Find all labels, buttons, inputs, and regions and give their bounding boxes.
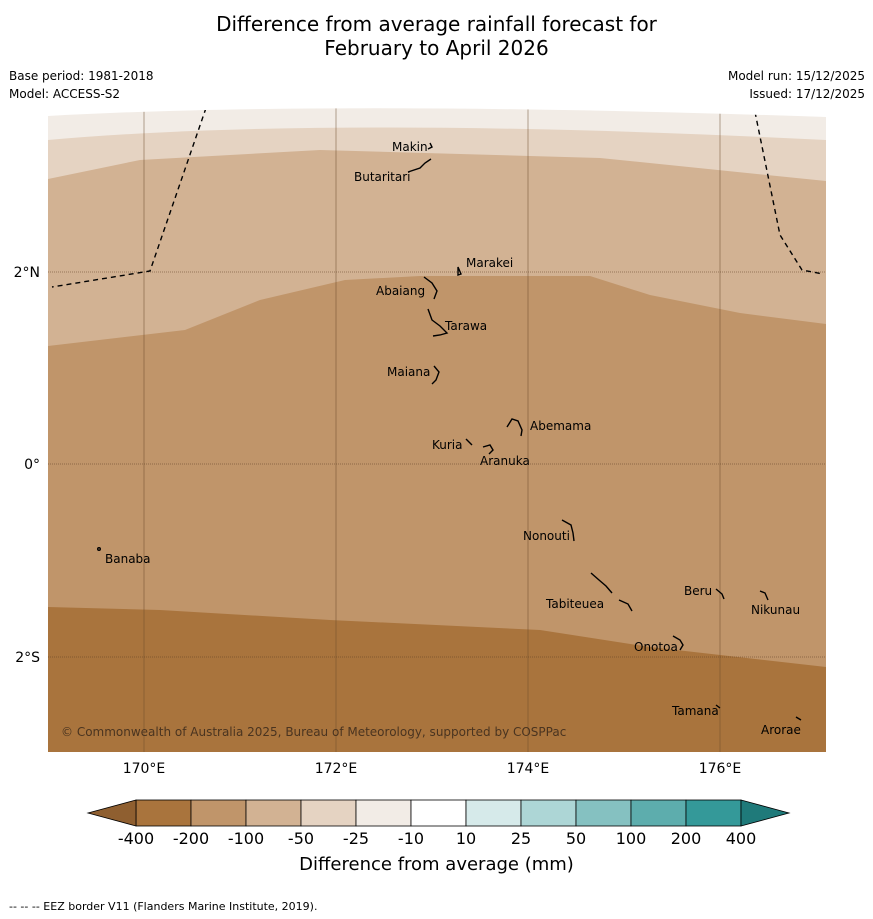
label-tarawa: Tarawa [444,319,487,333]
lon-label-170e: 170°E [123,761,166,777]
colorbar-swatch-4 [355,799,412,827]
colorbar-tick-label: -50 [287,829,315,848]
colorbar-tick-label: -25 [342,829,370,848]
colorbar-tick-label: 25 [510,829,532,848]
label-tabiteuea: Tabiteuea [545,597,604,611]
base-period: Base period: 1981-2018 [9,69,154,83]
band-minus-400 [48,607,826,752]
label-onotoa: Onotoa [634,640,678,654]
label-kuria: Kuria [432,438,463,452]
colorbar-swatch-5 [410,799,467,827]
colorbar-extend-low [86,799,137,827]
colorbar-tick-label: 10 [455,829,477,848]
label-beru: Beru [684,584,712,598]
colorbar-swatch-1 [190,799,247,827]
label-marakei: Marakei [466,256,513,270]
issued-date: Issued: 17/12/2025 [749,87,865,101]
model-run-date: Model run: 15/12/2025 [727,69,865,83]
label-abemama: Abemama [530,419,591,433]
colorbar [86,799,791,827]
lat-label-2s: 2°S [15,650,40,666]
colorbar-tick-label: -200 [172,829,210,848]
colorbar-extend-high [740,799,791,827]
label-butaritari: Butaritari [354,170,411,184]
label-makin: Makin [392,140,428,154]
colorbar-tick-label: 200 [670,829,702,848]
label-banaba: Banaba [105,552,151,566]
lat-label-2n: 2°N [14,265,40,281]
colorbar-tick-label: -100 [227,829,265,848]
eez-border [51,108,824,288]
title-line-2: February to April 2026 [324,36,549,60]
colorbar-swatch-2 [245,799,302,827]
lon-label-174e: 174°E [507,761,550,777]
label-tamana: Tamana [671,704,719,718]
lat-lines [48,271,826,658]
colorbar-swatch-10 [685,799,742,827]
lon-label-172e: 172°E [315,761,358,777]
eez-footnote: -- -- -- EEZ border V11 (Flanders Marine… [9,900,318,913]
map-area: Makin Butaritari Marakei Abaiang Tarawa … [48,108,826,752]
island-outlines [96,142,802,721]
title-line-1: Difference from average rainfall forecas… [216,12,657,36]
colorbar-tick-label: -10 [397,829,425,848]
label-abaiang: Abaiang [376,284,425,298]
colorbar-swatch-3 [300,799,357,827]
colorbar-swatch-7 [520,799,577,827]
axis-labels: 170°E 172°E 174°E 176°E 2°N 0° 2°S [14,265,742,777]
model-name: Model: ACCESS-S2 [9,87,121,101]
label-nonouti: Nonouti [523,529,570,543]
label-aranuka: Aranuka [480,454,530,468]
colorbar-tick-label: -400 [117,829,155,848]
copyright-notice: © Commonwealth of Australia 2025, Bureau… [61,725,566,739]
colorbar-tick-label: 100 [615,829,647,848]
label-nikunau: Nikunau [751,603,800,617]
colorbar-swatch-9 [630,799,687,827]
colorbar-swatch-0 [135,799,192,827]
colorbar-tick-label: 50 [565,829,587,848]
graticule [143,108,721,752]
colorbar-title: Difference from average (mm) [299,854,574,875]
lat-label-0: 0° [24,457,40,473]
island-labels: Makin Butaritari Marakei Abaiang Tarawa … [105,140,801,737]
colorbar-swatch-6 [465,799,522,827]
colorbar-swatch-8 [575,799,632,827]
colorbar-tick-label: 400 [725,829,757,848]
label-maiana: Maiana [387,365,430,379]
lon-label-176e: 176°E [699,761,742,777]
label-arorae: Arorae [761,723,801,737]
